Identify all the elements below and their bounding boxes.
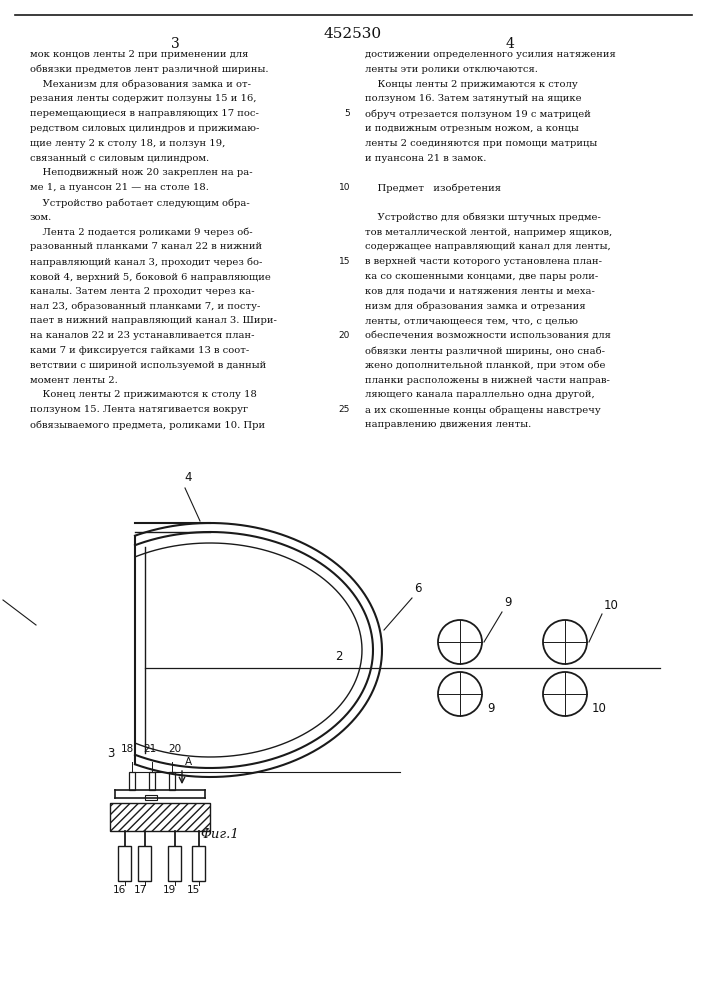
Text: редством силовых цилиндров и прижимаю-: редством силовых цилиндров и прижимаю- [30,124,259,133]
Text: щие ленту 2 к столу 18, и ползун 19,: щие ленту 2 к столу 18, и ползун 19, [30,139,226,148]
Text: Конец ленты 2 прижимаются к столу 18: Конец ленты 2 прижимаются к столу 18 [30,390,257,399]
Text: низм для образования замка и отрезания: низм для образования замка и отрезания [365,302,585,311]
Text: и подвижным отрезным ножом, а концы: и подвижным отрезным ножом, а концы [365,124,579,133]
Text: Лента 2 подается роликами 9 через об-: Лента 2 подается роликами 9 через об- [30,228,252,237]
Text: 4: 4 [506,37,515,51]
Text: 25: 25 [339,405,350,414]
Text: разованный планками 7 канал 22 в нижний: разованный планками 7 канал 22 в нижний [30,242,262,251]
Text: 17: 17 [134,885,147,895]
Text: ползуном 16. Затем затянутый на ящике: ползуном 16. Затем затянутый на ящике [365,94,582,103]
Text: мок концов ленты 2 при применении для: мок концов ленты 2 при применении для [30,50,248,59]
Text: ме 1, а пуансон 21 — на столе 18.: ме 1, а пуансон 21 — на столе 18. [30,183,209,192]
Text: и пуансона 21 в замок.: и пуансона 21 в замок. [365,154,486,163]
Text: обвязываемого предмета, роликами 10. При: обвязываемого предмета, роликами 10. При [30,420,265,430]
Text: 20: 20 [168,744,182,754]
Text: пает в нижний направляющий канал 3. Шири-: пает в нижний направляющий канал 3. Шири… [30,316,277,325]
Bar [169,772,175,790]
Text: а их скошенные концы обращены навстречу: а их скошенные концы обращены навстречу [365,405,601,415]
Text: достижении определенного усилия натяжения: достижении определенного усилия натяжени… [365,50,616,59]
Text: A: A [185,757,192,767]
Text: Предмет   изобретения: Предмет изобретения [365,183,501,193]
Text: 3: 3 [107,747,115,760]
Bar [149,772,155,790]
Text: Устройство для обвязки штучных предме-: Устройство для обвязки штучных предме- [365,213,601,222]
Text: Неподвижный нож 20 закреплен на ра-: Неподвижный нож 20 закреплен на ра- [30,168,252,177]
Text: ка со скошенными концами, две пары роли-: ка со скошенными концами, две пары роли- [365,272,598,281]
Text: обвязки ленты различной ширины, оно снаб-: обвязки ленты различной ширины, оно снаб… [365,346,605,356]
Text: Φиг.1: Φиг.1 [201,828,240,841]
Text: планки расположены в нижней части направ-: планки расположены в нижней части направ… [365,376,610,385]
Text: каналы. Затем лента 2 проходит через ка-: каналы. Затем лента 2 проходит через ка- [30,287,255,296]
Text: 16: 16 [113,885,126,895]
Text: обвязки предметов лент различной ширины.: обвязки предметов лент различной ширины. [30,65,269,74]
Text: ков для подачи и натяжения ленты и меха-: ков для подачи и натяжения ленты и меха- [365,287,595,296]
Text: 6: 6 [414,582,422,595]
Text: направляющий канал 3, проходит через бо-: направляющий канал 3, проходит через бо- [30,257,262,267]
Text: 9: 9 [504,596,511,609]
Text: связанный с силовым цилиндром.: связанный с силовым цилиндром. [30,154,209,163]
Text: тов металлической лентой, например ящиков,: тов металлической лентой, например ящико… [365,228,612,237]
Text: ками 7 и фиксируется гайками 13 в соот-: ками 7 и фиксируется гайками 13 в соот- [30,346,250,355]
Text: в верхней части которого установлена план-: в верхней части которого установлена пла… [365,257,602,266]
Text: Механизм для образования замка и от-: Механизм для образования замка и от- [30,80,251,89]
Text: на каналов 22 и 23 устанавливается план-: на каналов 22 и 23 устанавливается план- [30,331,255,340]
Text: 15: 15 [339,257,350,266]
Text: ковой 4, верхний 5, боковой 6 направляющие: ковой 4, верхний 5, боковой 6 направляющ… [30,272,271,282]
Text: 10: 10 [592,702,607,715]
Text: 2: 2 [335,650,342,663]
Bar [138,846,151,881]
Text: обруч отрезается ползуном 19 с матрицей: обруч отрезается ползуном 19 с матрицей [365,109,591,119]
Text: ленты эти ролики отключаются.: ленты эти ролики отключаются. [365,65,538,74]
Text: ляющего канала параллельно одна другой,: ляющего канала параллельно одна другой, [365,390,595,399]
Text: зом.: зом. [30,213,52,222]
Text: 10: 10 [604,599,619,612]
Text: жено дополнительной планкой, при этом обе: жено дополнительной планкой, при этом об… [365,361,605,370]
Text: 5: 5 [344,109,350,118]
Text: ленты 2 соединяются при помощи матрицы: ленты 2 соединяются при помощи матрицы [365,139,597,148]
Text: резания ленты содержит ползуны 15 и 16,: резания ленты содержит ползуны 15 и 16, [30,94,257,103]
Text: 15: 15 [187,885,200,895]
Text: 10: 10 [339,183,350,192]
Bar [110,803,210,831]
Bar [192,846,205,881]
Text: 20: 20 [339,331,350,340]
Bar [145,795,157,800]
Text: Устройство работает следующим обра-: Устройство работает следующим обра- [30,198,250,208]
Text: момент ленты 2.: момент ленты 2. [30,376,118,385]
Text: ползуном 15. Лента натягивается вокруг: ползуном 15. Лента натягивается вокруг [30,405,248,414]
Text: ленты, отличающееся тем, что, с целью: ленты, отличающееся тем, что, с целью [365,316,578,325]
Text: 4: 4 [185,471,192,484]
Text: 3: 3 [170,37,180,51]
Bar [168,846,181,881]
Text: ветствии с шириной используемой в данный: ветствии с шириной используемой в данный [30,361,267,370]
Text: 21: 21 [144,744,157,754]
Text: 9: 9 [487,702,494,715]
Bar [129,772,135,790]
Text: перемещающиеся в направляющих 17 пос-: перемещающиеся в направляющих 17 пос- [30,109,259,118]
Text: 19: 19 [163,885,176,895]
Text: 452530: 452530 [324,27,382,41]
Text: содержащее направляющий канал для ленты,: содержащее направляющий канал для ленты, [365,242,611,251]
Bar [118,846,131,881]
Text: 18: 18 [120,744,134,754]
Text: Концы ленты 2 прижимаются к столу: Концы ленты 2 прижимаются к столу [365,80,578,89]
Text: обеспечения возможности использования для: обеспечения возможности использования дл… [365,331,611,340]
Text: направлению движения ленты.: направлению движения ленты. [365,420,531,429]
Bar [110,803,210,831]
Text: нал 23, образованный планками 7, и посту-: нал 23, образованный планками 7, и посту… [30,302,260,311]
